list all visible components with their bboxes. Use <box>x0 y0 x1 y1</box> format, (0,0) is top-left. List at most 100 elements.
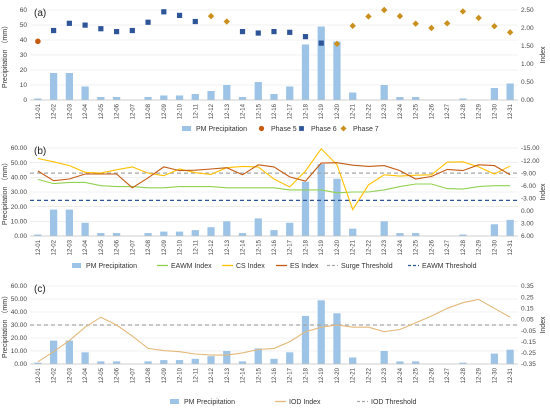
y-tick-label: 10 <box>20 82 28 89</box>
x-tick-label: 12-24 <box>398 367 404 383</box>
x-tick-label: 12-30 <box>492 367 498 383</box>
marker-phase <box>365 13 372 20</box>
y2-tick-label: -15.00 <box>521 145 540 152</box>
bar-pm-precipitation <box>81 352 89 364</box>
line-series <box>37 298 511 363</box>
legend-label: PM Precipitation <box>184 399 235 406</box>
bar-pm-precipitation <box>270 230 278 236</box>
bar-pm-precipitation <box>333 178 341 236</box>
bar-pm-precipitation <box>175 360 184 364</box>
bar-pm-precipitation <box>349 228 357 236</box>
x-tick-label: 12-01 <box>36 103 42 119</box>
marker-phase <box>35 38 41 45</box>
legend-label: Phase 7 <box>353 126 379 133</box>
bar-pm-precipitation <box>396 97 404 100</box>
x-tick-label: 12-01 <box>36 367 42 383</box>
bar-pm-precipitation <box>286 86 294 100</box>
y-axis-title: Precipitation （mm） <box>1 22 9 88</box>
x-tick-label: 12-03 <box>67 103 73 119</box>
x-tick-label: 12-16 <box>272 103 278 119</box>
legend-label: ES Index <box>290 263 319 270</box>
bar-pm-precipitation <box>144 361 152 364</box>
bar-pm-precipitation <box>506 83 514 100</box>
bar-pm-precipitation <box>349 357 357 364</box>
x-tick-label: 12-20 <box>335 367 341 383</box>
marker-phase <box>223 18 230 25</box>
x-tick-label: 12-27 <box>445 367 451 383</box>
x-tick-label: 12-26 <box>429 367 435 383</box>
bar-pm-precipitation <box>380 221 388 236</box>
marker-phase <box>475 14 482 22</box>
x-tick-label: 12-13 <box>225 367 231 383</box>
bar-pm-precipitation <box>223 351 231 364</box>
y2-axis-title: Index <box>540 46 547 64</box>
x-tick-label: 12-03 <box>67 367 73 383</box>
legend-label: Surge Threshold <box>341 263 393 270</box>
legend-swatch-marker <box>299 126 304 131</box>
bar-pm-precipitation <box>301 181 310 236</box>
bar-pm-precipitation <box>270 358 278 364</box>
bar-pm-precipitation <box>160 95 168 100</box>
bar-pm-precipitation <box>254 82 262 100</box>
legend-swatch-bar <box>170 399 179 404</box>
legend-swatch-bar <box>72 263 81 268</box>
x-tick-label: 12-25 <box>414 103 420 119</box>
bar-pm-precipitation <box>412 97 420 100</box>
bar-pm-precipitation <box>97 361 105 364</box>
x-tick-label: 12-21 <box>351 103 357 119</box>
marker-phase <box>176 12 183 18</box>
y-tick-label: 20.00 <box>11 204 28 211</box>
x-tick-label: 12-14 <box>241 239 247 255</box>
marker-phase <box>333 40 341 48</box>
x-tick-label: 12-02 <box>52 103 58 119</box>
bar-pm-precipitation <box>490 88 499 100</box>
y-tick-label: 30 <box>20 52 28 59</box>
y2-tick-label: 2.00 <box>521 25 534 32</box>
y2-tick-label: 1.00 <box>521 61 534 68</box>
marker-phase <box>412 20 419 27</box>
x-tick-label: 12-04 <box>83 239 89 255</box>
x-tick-label: 12-01 <box>36 239 42 255</box>
bar-pm-precipitation <box>144 97 152 100</box>
y-tick-label: 10.00 <box>11 348 28 355</box>
x-tick-label: 12-26 <box>429 103 435 119</box>
bar-pm-precipitation <box>506 219 514 236</box>
marker-phase <box>287 29 293 35</box>
marker-phase <box>207 12 215 20</box>
bar-pm-precipitation <box>317 164 325 236</box>
y-tick-label: 60 <box>20 7 28 14</box>
x-tick-label: 12-23 <box>382 239 388 255</box>
bar-pm-precipitation <box>380 351 388 364</box>
legend-label: EAWM Index <box>171 263 212 270</box>
bar-pm-precipitation <box>380 85 388 100</box>
x-tick-label: 12-07 <box>130 367 136 383</box>
x-tick-label: 12-17 <box>288 239 294 255</box>
y2-tick-label: -0.15 <box>521 339 536 346</box>
x-tick-label: 12-31 <box>508 239 514 255</box>
bar-pm-precipitation <box>223 221 231 236</box>
x-tick-label: 12-12 <box>209 367 215 383</box>
marker-phase <box>459 8 467 15</box>
x-tick-label: 12-17 <box>288 367 294 383</box>
bar-pm-precipitation <box>49 209 58 236</box>
bar-pm-precipitation <box>301 315 310 364</box>
marker-phase <box>192 18 198 25</box>
bar-pm-precipitation <box>238 361 247 364</box>
x-tick-label: 12-10 <box>178 367 184 383</box>
bar-pm-precipitation <box>65 209 73 236</box>
x-tick-label: 12-19 <box>319 103 325 119</box>
bar-pm-precipitation <box>459 234 467 236</box>
bar-pm-precipitation <box>238 233 247 236</box>
y2-tick-label: 0.15 <box>521 305 534 312</box>
bar-pm-precipitation <box>270 94 278 100</box>
bar-pm-precipitation <box>459 98 467 100</box>
x-tick-label: 12-09 <box>162 103 168 119</box>
legend-label: EAWM Threshold <box>422 263 477 270</box>
x-tick-label: 12-21 <box>351 239 357 255</box>
x-tick-label: 12-24 <box>398 103 404 119</box>
bar-pm-precipitation <box>34 98 42 100</box>
y2-tick-label: -9.00 <box>521 170 536 177</box>
x-tick-label: 12-24 <box>398 239 404 255</box>
legend-label: Phase 5 <box>271 126 297 133</box>
marker-phase <box>318 40 324 46</box>
